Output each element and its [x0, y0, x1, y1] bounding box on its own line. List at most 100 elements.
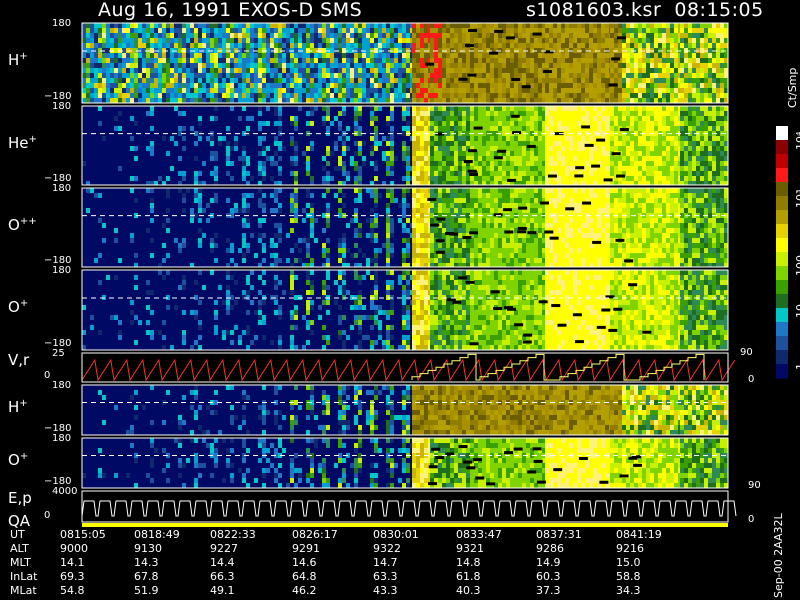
- vr-yellow-trace: [411, 353, 705, 381]
- colorbar-unit: Ct/Smp: [786, 67, 799, 108]
- panel-label-sup: +: [19, 298, 29, 309]
- dropout-mark: [575, 166, 585, 170]
- dropout-mark: [431, 447, 441, 451]
- panel-label-main: H: [8, 398, 20, 416]
- colorbar-swatch: [776, 266, 788, 281]
- dropout-mark: [574, 174, 584, 178]
- right-tick-bottom-vr: 0: [748, 374, 755, 385]
- dropout-mark: [574, 340, 584, 344]
- colorbar-swatch: [776, 210, 788, 225]
- dropout-mark: [504, 451, 514, 455]
- dropout-mark: [435, 132, 445, 136]
- dropout-mark: [547, 174, 557, 178]
- dropout-mark: [565, 207, 575, 211]
- tick-top-ep: 4000: [52, 486, 78, 497]
- colorbar-swatch: [776, 126, 788, 141]
- colorbar-tick: 1: [794, 363, 800, 370]
- ep-trace: [81, 500, 737, 517]
- panel-frame-o2: [81, 437, 729, 489]
- right-tick-bottom-ep: 0: [748, 514, 755, 525]
- dropout-mark: [517, 230, 527, 234]
- tick-top-he: 180: [52, 101, 72, 112]
- dropout-mark: [581, 125, 591, 129]
- panel-frame-he: [81, 105, 729, 186]
- dropout-mark: [435, 250, 445, 254]
- footer-cell: 9216: [616, 542, 644, 555]
- tick-bottom-h1: −180: [44, 91, 72, 102]
- dropout-mark: [592, 240, 602, 244]
- dropout-mark: [486, 482, 496, 486]
- footer-cell: 14.6: [292, 556, 317, 569]
- panel-label-opp: O++: [8, 216, 37, 234]
- footer-cell: 14.4: [210, 556, 235, 569]
- dropout-mark: [557, 323, 567, 327]
- panel-label-sup: +: [28, 133, 37, 145]
- footer-cell: 0818:49: [134, 528, 180, 541]
- panel-label-main: E,p: [8, 489, 32, 507]
- dropout-mark: [526, 144, 536, 148]
- footer-cell: 66.3: [210, 570, 235, 583]
- footer-cell: 61.8: [456, 570, 481, 583]
- colorbar-swatch: [776, 280, 788, 295]
- right-tick-bottom-o2: 90: [748, 480, 761, 491]
- dropout-mark: [523, 333, 533, 337]
- dropout-mark: [584, 143, 594, 147]
- dropout-mark: [467, 73, 477, 77]
- dropout-mark: [505, 36, 515, 40]
- dropout-mark: [467, 169, 477, 173]
- footer-cell: 9322: [373, 542, 401, 555]
- panel-label-sup: +: [19, 51, 28, 62]
- footer-cell: 9291: [292, 542, 320, 555]
- footer-cell: 46.2: [292, 584, 317, 597]
- dropout-mark: [427, 197, 437, 201]
- dropout-mark: [504, 306, 514, 310]
- colorbar-tick: 10³: [794, 189, 800, 208]
- panel-label-sup: +: [19, 398, 28, 409]
- dropout-mark: [446, 298, 456, 302]
- panel-bg-ep: [82, 491, 728, 522]
- dropout-mark: [578, 456, 588, 460]
- dropout-mark: [464, 43, 474, 47]
- dropout-mark: [582, 201, 592, 205]
- panel-label-main: O: [8, 451, 20, 469]
- dropout-mark: [591, 164, 601, 168]
- dropout-mark: [532, 447, 542, 451]
- footer-cell: 15.0: [616, 556, 641, 569]
- dropout-mark: [490, 290, 500, 294]
- dropout-mark: [469, 342, 479, 346]
- dropout-mark: [469, 172, 479, 176]
- panel-label-main: V,r: [8, 351, 30, 369]
- colorbar-swatch: [776, 252, 788, 267]
- dropout-mark: [427, 482, 437, 486]
- colorbar-tick: 10: [794, 304, 800, 318]
- header-title: Aug 16, 1991 EXOS-D SMS: [98, 0, 363, 21]
- tick-bottom-vr: 0: [44, 370, 51, 381]
- dropout-mark: [522, 340, 532, 344]
- footer-cell: 43.3: [373, 584, 398, 597]
- tick-bottom-h2: −180: [44, 423, 72, 434]
- dropout-mark: [435, 456, 445, 460]
- footer-cell: 14.9: [536, 556, 561, 569]
- dropout-mark: [527, 231, 537, 235]
- tick-top-o2: 180: [52, 433, 72, 444]
- dropout-mark: [596, 138, 606, 142]
- dropout-mark: [430, 223, 440, 227]
- footer-cell: 0822:33: [210, 528, 256, 541]
- footer-row-label: MLat: [10, 584, 37, 597]
- footer-cell: 60.3: [536, 570, 561, 583]
- qa-bar: [82, 523, 728, 527]
- dropout-mark: [475, 476, 485, 480]
- dropout-mark: [544, 50, 554, 54]
- right-tick-top-vr: 90: [740, 347, 753, 358]
- footer-cell: 69.3: [60, 570, 85, 583]
- panel-label-main: H: [8, 51, 20, 69]
- panel-bg-vr: [82, 353, 728, 382]
- header-file-time: s1081603.ksr 08:15:05: [526, 0, 764, 20]
- colorbar-swatch: [776, 224, 788, 239]
- dropout-mark: [615, 238, 625, 242]
- header-time: 08:15:05: [674, 0, 764, 21]
- panel-label-sup: ++: [19, 215, 37, 227]
- panel-label-o2: O+: [8, 451, 28, 469]
- colorbar-swatch: [776, 238, 788, 253]
